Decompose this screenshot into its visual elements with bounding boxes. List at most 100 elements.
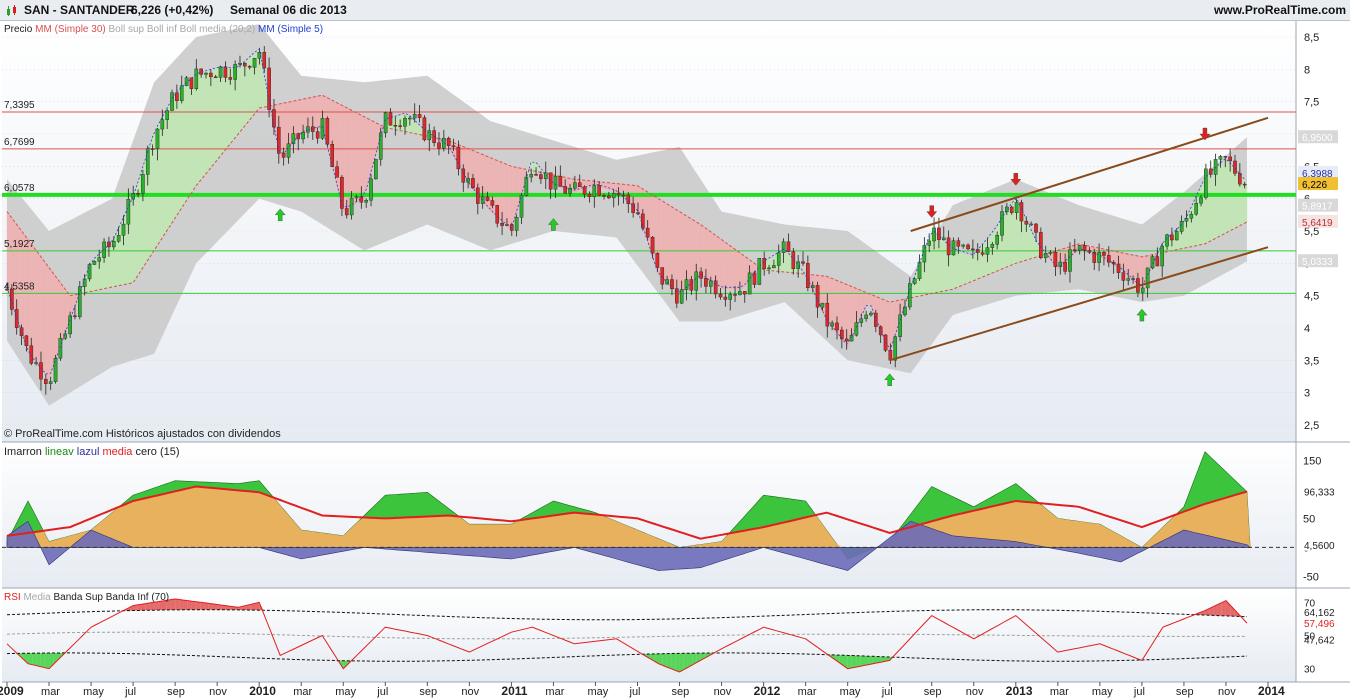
candle bbox=[160, 109, 165, 136]
candle bbox=[835, 316, 839, 340]
candle bbox=[529, 168, 534, 183]
candle bbox=[223, 61, 228, 83]
candle bbox=[272, 99, 276, 136]
site-link[interactable]: www.ProRealTime.com bbox=[1213, 3, 1346, 17]
rsi-oversold-fill bbox=[675, 653, 680, 673]
arrow-down-icon bbox=[1010, 173, 1022, 186]
imarron-value-tag bbox=[1298, 537, 1340, 551]
candle bbox=[903, 299, 907, 317]
candle bbox=[611, 189, 616, 208]
candle bbox=[728, 291, 733, 311]
candle bbox=[1106, 246, 1111, 268]
imarron-legend: Imarron lineav lazul media cero (15) bbox=[4, 446, 180, 458]
candle bbox=[179, 75, 184, 104]
ma-fill-segment bbox=[484, 155, 491, 213]
candle bbox=[374, 159, 378, 180]
candle bbox=[291, 126, 296, 154]
candle bbox=[73, 304, 77, 320]
candle bbox=[1000, 205, 1004, 242]
candle bbox=[383, 111, 388, 138]
candle bbox=[864, 310, 868, 322]
candle bbox=[14, 299, 19, 335]
candle bbox=[694, 263, 699, 301]
candle bbox=[786, 233, 791, 252]
ma-fill-segment bbox=[726, 243, 733, 290]
candle bbox=[330, 140, 335, 168]
candle bbox=[655, 252, 660, 273]
rsi-oversold-fill bbox=[53, 652, 58, 665]
rsi-oversold-fill bbox=[704, 653, 709, 659]
ma-fill-segment bbox=[33, 246, 39, 368]
candle bbox=[767, 264, 771, 275]
candle bbox=[956, 237, 961, 254]
candle bbox=[1077, 245, 1082, 255]
price-tick-label: 4 bbox=[1304, 323, 1310, 335]
candle bbox=[417, 105, 422, 123]
price-value-label: 6,9500 bbox=[1302, 133, 1333, 144]
candle bbox=[349, 191, 354, 220]
x-tick-label: mar bbox=[41, 686, 60, 698]
rsi-tick-label: 70 bbox=[1304, 598, 1316, 609]
candle bbox=[1029, 221, 1033, 226]
candle bbox=[772, 259, 776, 269]
rsi-axis-bg bbox=[1296, 589, 1350, 682]
candle bbox=[1092, 248, 1097, 271]
ma-fill-segment bbox=[301, 98, 307, 135]
ma-fill-segment bbox=[957, 251, 964, 288]
ma-fill-segment bbox=[731, 246, 738, 290]
candle bbox=[1140, 276, 1145, 301]
rsi-oversold-fill bbox=[692, 653, 697, 666]
candle bbox=[980, 244, 985, 257]
ma-fill-segment bbox=[195, 73, 202, 187]
candle bbox=[514, 214, 519, 237]
candle bbox=[48, 376, 53, 391]
candle bbox=[87, 262, 92, 282]
rsi-oversold-fill bbox=[36, 653, 41, 667]
candle bbox=[869, 311, 873, 317]
candle bbox=[509, 222, 514, 237]
ma-fill-segment bbox=[936, 235, 943, 293]
candle bbox=[218, 65, 223, 82]
rsi-tick-label: 50 bbox=[1304, 632, 1316, 643]
ma-fill-segment bbox=[1241, 177, 1248, 226]
candle bbox=[136, 189, 140, 198]
candle bbox=[985, 238, 990, 263]
symbol-title: SAN - SANTANDER bbox=[24, 3, 135, 17]
candle bbox=[534, 167, 538, 176]
candle bbox=[184, 75, 189, 87]
candle bbox=[131, 185, 135, 206]
candle bbox=[553, 166, 558, 198]
x-tick-label: mar bbox=[293, 686, 312, 698]
candle bbox=[1063, 253, 1067, 275]
candle bbox=[874, 309, 878, 333]
candle bbox=[1184, 210, 1189, 228]
ma-fill-segment bbox=[237, 64, 244, 135]
rsi-tick-label: 30 bbox=[1304, 665, 1316, 676]
candle bbox=[1238, 163, 1242, 187]
candle bbox=[815, 281, 820, 318]
candle bbox=[408, 115, 412, 126]
candle bbox=[116, 226, 121, 243]
rsi-oversold-fill bbox=[28, 653, 33, 665]
rsi-overbought-fill bbox=[1200, 610, 1205, 616]
candle bbox=[53, 354, 58, 384]
x-tick-label: sep bbox=[419, 686, 437, 698]
rsi-overbought-fill bbox=[229, 606, 234, 610]
x-tick-label: mar bbox=[545, 686, 564, 698]
candle bbox=[68, 311, 72, 338]
footer-note: © ProRealTime.com Históricos ajustados c… bbox=[4, 428, 281, 440]
candle bbox=[1048, 250, 1053, 256]
candle bbox=[34, 356, 38, 366]
media-line bbox=[6, 485, 1248, 540]
candle bbox=[485, 191, 490, 202]
price-axis-bg bbox=[1296, 21, 1350, 442]
imarron-value-label: 4,5600 bbox=[1304, 541, 1335, 552]
imarron-tick-label: 50 bbox=[1303, 513, 1315, 525]
rsi-oversold-fill bbox=[881, 656, 886, 663]
candle bbox=[213, 74, 218, 79]
rsi-oversold-fill bbox=[671, 653, 676, 671]
candle bbox=[1189, 211, 1194, 223]
price-value-tag bbox=[1298, 254, 1338, 268]
rsi-overbought-fill bbox=[221, 605, 226, 610]
rsi-overbought-fill bbox=[170, 598, 176, 610]
